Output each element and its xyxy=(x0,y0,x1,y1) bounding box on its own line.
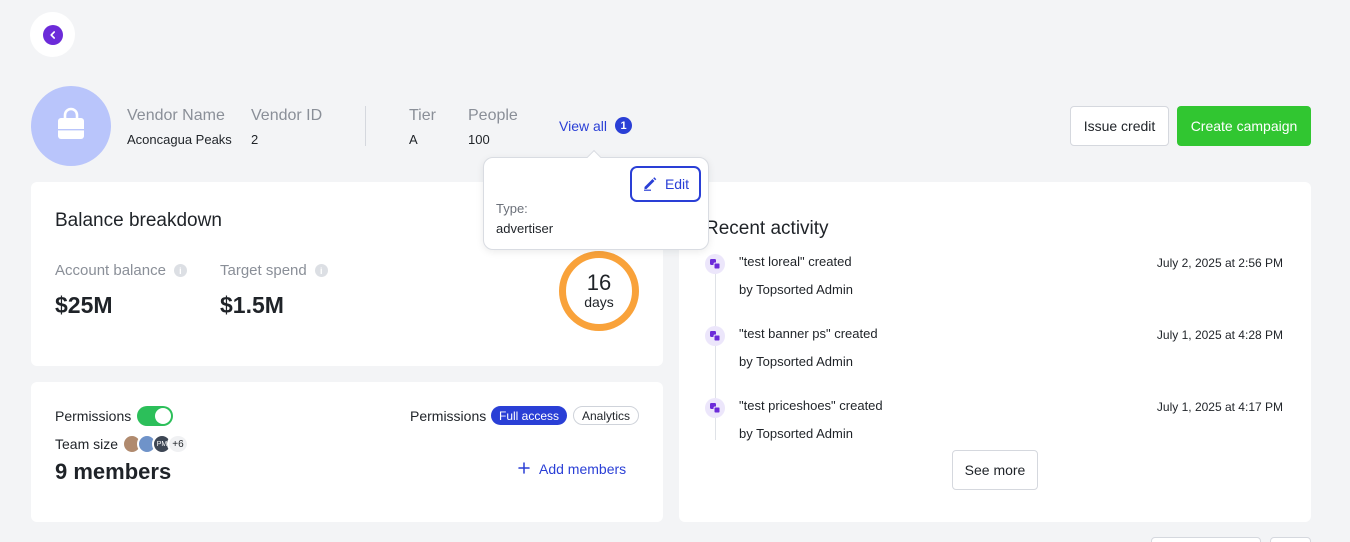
timeline-line xyxy=(715,270,716,440)
bottom-control[interactable] xyxy=(1270,537,1311,542)
activity-item: "test priceshoes" created by Topsorted A… xyxy=(705,398,1285,448)
permissions-label: Permissions xyxy=(410,408,487,424)
header-divider xyxy=(365,106,366,146)
activity-title: "test priceshoes" created xyxy=(739,398,883,413)
permissions-toggle[interactable] xyxy=(137,406,173,426)
vendor-name-label: Vendor Name xyxy=(127,107,225,124)
days-remaining-ring: 16 days xyxy=(559,251,639,331)
see-more-button[interactable]: See more xyxy=(952,450,1038,490)
chevron-left-icon xyxy=(42,24,63,45)
back-button[interactable] xyxy=(30,12,75,57)
permissions-card: Permissions Permissions Full access Anal… xyxy=(31,382,663,522)
view-all-label: View all xyxy=(559,117,607,134)
plus-icon xyxy=(518,461,530,477)
activity-author: by Topsorted Admin xyxy=(739,282,853,297)
vendor-type-popover: Edit Type: advertiser xyxy=(483,149,709,250)
pencil-icon xyxy=(642,175,658,194)
tier-field: Tier A xyxy=(409,106,436,148)
target-spend: Target spend i $1.5M xyxy=(220,262,328,319)
edit-button[interactable]: Edit xyxy=(630,166,701,202)
bottom-control[interactable] xyxy=(1151,537,1261,542)
people-field: People 100 xyxy=(468,106,518,148)
activity-date: July 1, 2025 at 4:28 PM xyxy=(1156,328,1283,342)
type-label: Type: xyxy=(496,201,528,216)
analytics-pill[interactable]: Analytics xyxy=(573,406,640,425)
tier-value: A xyxy=(409,132,418,147)
type-value: advertiser xyxy=(496,221,554,236)
people-label: People xyxy=(468,107,518,124)
target-spend-label: Target spend xyxy=(220,262,307,279)
members-count: 9 members xyxy=(55,459,172,484)
avatar-more-count: +6 xyxy=(167,434,189,454)
activity-title: "test loreal" created xyxy=(739,254,852,269)
create-campaign-button[interactable]: Create campaign xyxy=(1177,106,1311,146)
full-access-pill[interactable]: Full access xyxy=(491,406,568,425)
recent-activity-card: Recent activity "test loreal" created by… xyxy=(679,182,1311,522)
activity-item: "test loreal" created by Topsorted Admin… xyxy=(705,254,1285,304)
days-unit: days xyxy=(584,294,614,310)
activity-author: by Topsorted Admin xyxy=(739,426,853,441)
account-balance: Account balance i $25M xyxy=(55,262,187,319)
activity-date: July 1, 2025 at 4:17 PM xyxy=(1156,400,1283,414)
vendor-id-label: Vendor ID xyxy=(251,107,323,124)
account-balance-value: $25M xyxy=(55,292,113,318)
people-value: 100 xyxy=(468,132,490,147)
permissions-toggle-label: Permissions xyxy=(55,408,132,424)
activity-item: "test banner ps" created by Topsorted Ad… xyxy=(705,326,1285,376)
edit-label: Edit xyxy=(664,176,690,192)
campaign-icon xyxy=(705,398,725,418)
add-members-label: Add members xyxy=(539,461,627,477)
campaign-icon xyxy=(705,326,725,346)
vendor-avatar xyxy=(31,86,111,166)
view-all-count-badge: 1 xyxy=(615,117,632,134)
popover-arrow xyxy=(586,149,602,165)
add-members-button[interactable]: Add members xyxy=(518,461,626,477)
info-icon[interactable]: i xyxy=(314,264,328,277)
activity-date: July 2, 2025 at 2:56 PM xyxy=(1156,256,1283,270)
activity-title: "test banner ps" created xyxy=(739,326,878,341)
activity-author: by Topsorted Admin xyxy=(739,354,853,369)
view-all-link[interactable]: View all 1 xyxy=(559,117,632,134)
recent-activity-title: Recent activity xyxy=(705,218,829,239)
issue-credit-button[interactable]: Issue credit xyxy=(1070,106,1169,146)
tier-label: Tier xyxy=(409,107,436,124)
info-icon[interactable]: i xyxy=(173,264,187,277)
campaign-icon xyxy=(705,254,725,274)
vendor-name-value: Aconcagua Peaks xyxy=(127,132,232,147)
balance-breakdown-title: Balance breakdown xyxy=(55,210,222,231)
target-spend-value: $1.5M xyxy=(220,292,284,318)
vendor-id-field: Vendor ID 2 xyxy=(251,106,322,148)
account-balance-label: Account balance xyxy=(55,262,166,279)
shopping-bag-icon xyxy=(56,107,86,146)
vendor-name-field: Vendor Name Aconcagua Peaks xyxy=(127,106,232,148)
team-size-label: Team size xyxy=(55,436,119,452)
vendor-id-value: 2 xyxy=(251,132,259,147)
team-avatars: PM +6 xyxy=(122,434,189,454)
days-number: 16 xyxy=(586,270,612,295)
